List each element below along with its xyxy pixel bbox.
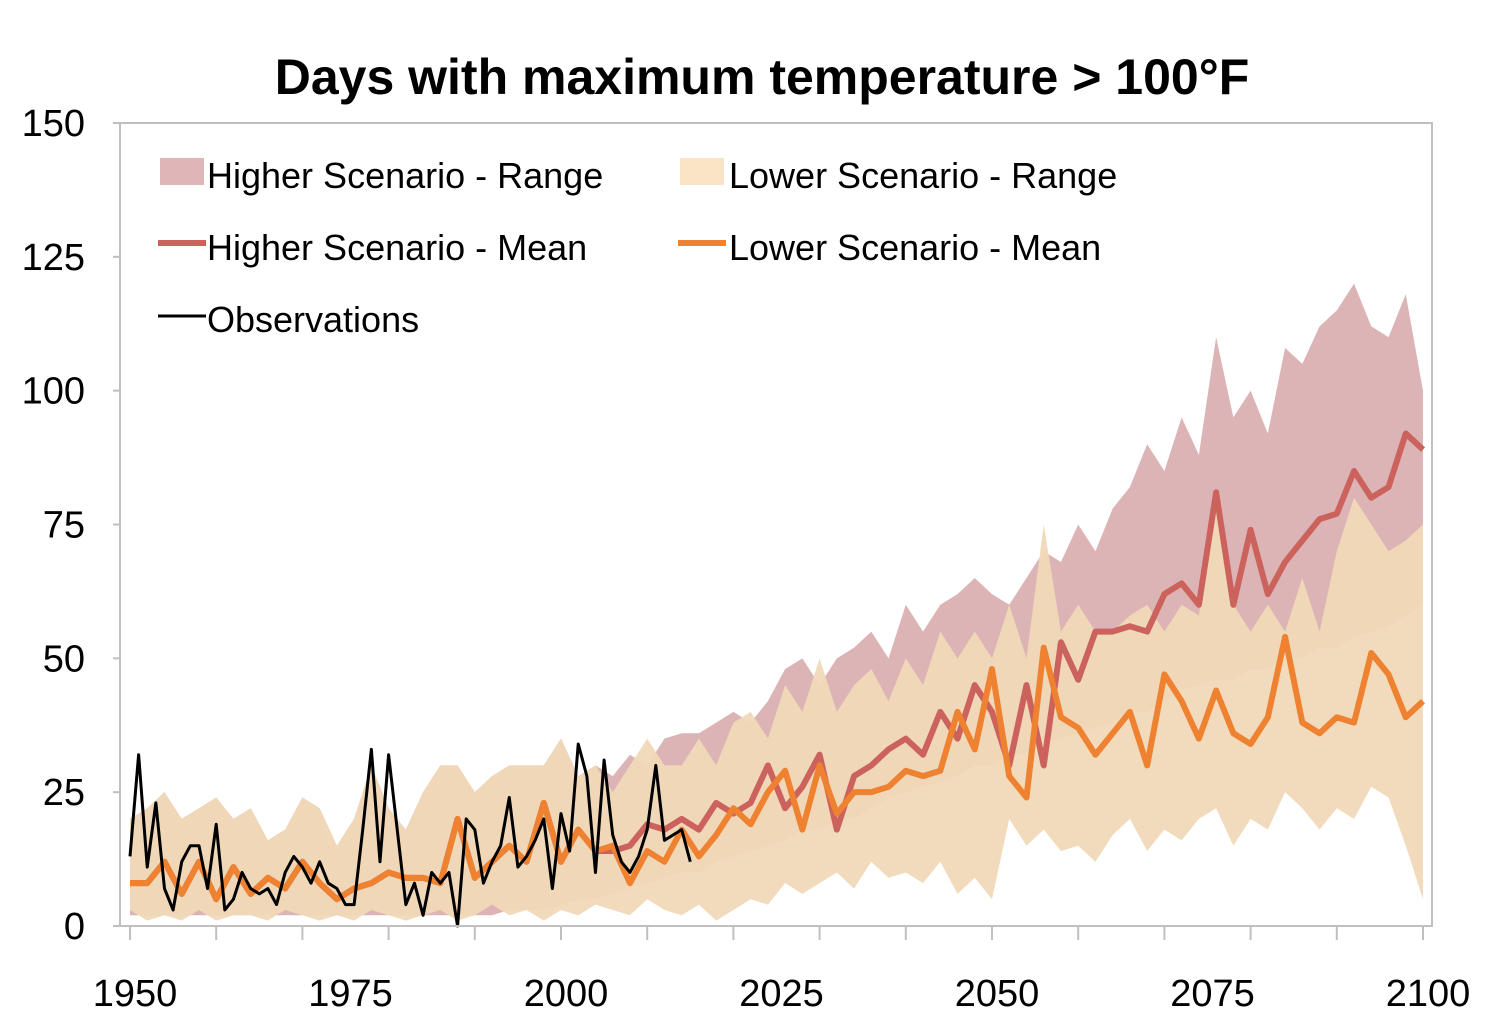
x-tick-label: 2100	[1386, 973, 1471, 1015]
legend-label-lower-range: Lower Scenario - Range	[729, 155, 1117, 196]
x-tick-label: 2025	[739, 973, 824, 1015]
legend-label-higher-range: Higher Scenario - Range	[207, 155, 603, 196]
y-tick-label: 75	[43, 505, 85, 547]
chart-title: Days with maximum temperature > 100°F	[275, 49, 1250, 105]
x-tick-label: 2075	[1170, 973, 1255, 1015]
range-bands	[130, 283, 1423, 921]
y-tick-label: 100	[22, 371, 85, 413]
lower-scenario-mean-line	[130, 633, 1426, 903]
lower-scenario-range-band	[130, 497, 1423, 921]
observations-line	[128, 742, 692, 928]
legend-label-lower-mean: Lower Scenario - Mean	[729, 227, 1101, 268]
x-tick-label: 1950	[93, 973, 178, 1015]
legend-swatch-lower-range	[680, 158, 724, 185]
y-tick-label: 25	[43, 772, 85, 814]
y-tick-label: 150	[22, 103, 85, 145]
mean-lines	[128, 430, 1426, 928]
y-tick-label: 0	[64, 906, 85, 948]
legend-swatch-higher-range	[160, 158, 204, 185]
x-tick-label: 2000	[524, 973, 609, 1015]
y-tick-label: 125	[22, 237, 85, 279]
y-tick-label: 50	[43, 638, 85, 680]
legend: Higher Scenario - Range Lower Scenario -…	[158, 155, 1117, 340]
x-tick-label: 2050	[955, 973, 1040, 1015]
axes: 0 25 50 75 100 125 150 1950 1975 2000 2025 2050 2075…	[22, 103, 1471, 1015]
legend-label-observations: Observations	[207, 299, 419, 340]
x-tick-label: 1975	[308, 973, 393, 1015]
legend-label-higher-mean: Higher Scenario - Mean	[207, 227, 587, 268]
